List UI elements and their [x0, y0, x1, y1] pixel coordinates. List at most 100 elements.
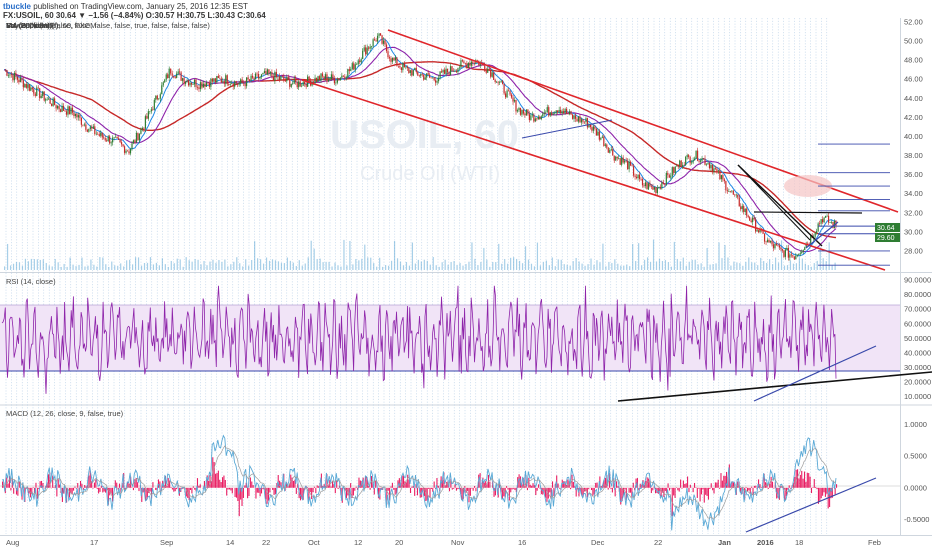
- author-link[interactable]: tbuckle: [3, 2, 32, 11]
- support-line-black[interactable]: [753, 211, 863, 214]
- candle-body: [52, 98, 54, 106]
- macd-hist-bar: [687, 476, 689, 488]
- target-levels[interactable]: [818, 143, 890, 266]
- candle-body: [585, 118, 587, 122]
- macd-hist-bar: [732, 482, 735, 488]
- time-tick-label: 14: [226, 538, 234, 547]
- volume-bar: [757, 265, 759, 270]
- macd-hist-bar: [719, 487, 721, 489]
- resistance-zone-ellipse[interactable]: [784, 175, 832, 197]
- macd-line[interactable]: [1, 434, 837, 531]
- macd-hist-bar: [196, 478, 199, 488]
- last-price-text: 30.64: [877, 225, 895, 232]
- rsi-trend-line-black[interactable]: [617, 371, 932, 402]
- candle-body: [326, 74, 328, 82]
- candle-body: [726, 190, 728, 192]
- macd-axis[interactable]: 1.0000 0.5000 0.0000 -0.5000: [904, 420, 929, 524]
- candle-body: [440, 71, 443, 73]
- macd-pane[interactable]: [0, 406, 900, 534]
- volume-bar: [697, 264, 699, 270]
- candle-body: [823, 217, 825, 223]
- time-tick-label: Jan: [718, 538, 731, 547]
- macd-hist-bar: [504, 487, 506, 498]
- candle-body: [141, 127, 144, 130]
- macd-hist-bar: [795, 469, 797, 488]
- price-tick-label: 30.00: [904, 227, 923, 236]
- macd-signal-line[interactable]: [1, 445, 837, 520]
- rsi-trend-line-blue[interactable]: [753, 345, 877, 402]
- rsi-label[interactable]: RSI (14, close): [6, 277, 56, 286]
- macd-hist-bar: [18, 481, 20, 488]
- trend-line-black[interactable]: [737, 164, 823, 247]
- macd-hist-bar: [425, 487, 427, 502]
- volume-bar: [57, 262, 59, 270]
- price-pane[interactable]: [0, 18, 900, 271]
- macd-hist-bar: [752, 487, 754, 496]
- macd-hist-bar: [788, 485, 790, 488]
- trend-line-blue-upper[interactable]: [521, 119, 613, 139]
- volume-bar: [468, 261, 470, 270]
- macd-hist-bar: [337, 487, 339, 489]
- study-label[interactable]: Buy Sell v3.4 (false, false, false, fals…: [6, 21, 210, 30]
- time-tick-label: 20: [395, 538, 403, 547]
- macd-hist-bar: [57, 479, 59, 488]
- candle-body: [632, 166, 635, 176]
- candle-body: [634, 175, 636, 177]
- study-label[interactable]: Vol (20, false): [6, 21, 52, 30]
- macd-hist-bar: [639, 483, 641, 488]
- macd-hist-bar: [265, 487, 267, 500]
- candle-body: [417, 72, 419, 76]
- price-tick-label: 32.00: [904, 208, 923, 217]
- candle-body: [503, 84, 505, 94]
- volume-bar: [730, 265, 732, 270]
- macd-hist-bar: [294, 479, 296, 488]
- macd-hist-bar: [226, 487, 228, 496]
- macd-hist-bar: [823, 487, 825, 493]
- candle-body: [619, 158, 621, 165]
- trend-line-black-2[interactable]: [737, 164, 811, 241]
- macd-hist-bar: [494, 487, 496, 496]
- macd-label[interactable]: MACD (12, 26, close, 9, false, true): [6, 409, 124, 418]
- study-label[interactable]: MA (200, close): [6, 21, 59, 30]
- candle-body: [155, 95, 157, 100]
- macd-hist-bar: [529, 484, 531, 488]
- volume-bar: [664, 260, 667, 270]
- candle-body: [743, 205, 745, 212]
- study-label[interactable]: MA (8, close): [6, 21, 50, 30]
- study-label[interactable]: MA (50, close): [6, 21, 54, 30]
- volume-bar: [399, 261, 402, 270]
- candle-body: [37, 87, 39, 89]
- price-axis[interactable]: 52.00 50.00 48.00 46.00 44.00 42.00 40.00 38.00…: [904, 18, 923, 256]
- volume-bar: [617, 263, 619, 270]
- rsi-axis[interactable]: 90.0000 80.0000 70.0000 60.0000 50.0000 40.00…: [904, 276, 931, 402]
- channel-lower-line[interactable]: [301, 79, 886, 271]
- study-label[interactable]: Crude Oil (WTI), 60, FXCM: [6, 21, 97, 30]
- macd-hist-bar: [419, 487, 421, 498]
- macd-hist-bar: [596, 482, 598, 488]
- macd-hist-bar: [130, 476, 132, 488]
- candle-body: [786, 247, 788, 250]
- volume-bar: [212, 259, 214, 270]
- rsi-line[interactable]: [1, 285, 837, 394]
- volume-bar: [477, 265, 479, 270]
- macd-hist-bar: [822, 487, 824, 496]
- candle-body: [682, 164, 684, 167]
- macd-hist-bar: [819, 487, 821, 502]
- volume-bar: [343, 239, 345, 270]
- candle-body: [129, 148, 132, 154]
- candle-body: [123, 146, 126, 153]
- time-axis[interactable]: Aug 17 Sep 14 22 Oct 12 20 Nov 16 Dec 22 Jan 2016 18 Fe…: [6, 538, 881, 547]
- macd-trend-line-blue[interactable]: [745, 477, 877, 533]
- macd-hist-bar: [810, 487, 813, 494]
- candle-body: [189, 82, 191, 86]
- volume-bar: [120, 263, 122, 270]
- macd-hist-bar: [369, 487, 371, 490]
- study-label[interactable]: MA (8, close): [6, 21, 50, 30]
- volume-bar: [248, 265, 250, 270]
- volume-bar: [274, 260, 277, 270]
- macd-hist-bar: [89, 470, 91, 488]
- candle-body: [781, 249, 784, 251]
- macd-hist-bar: [450, 478, 452, 488]
- macd-hist-bar: [652, 487, 654, 491]
- macd-hist-bar: [657, 487, 659, 494]
